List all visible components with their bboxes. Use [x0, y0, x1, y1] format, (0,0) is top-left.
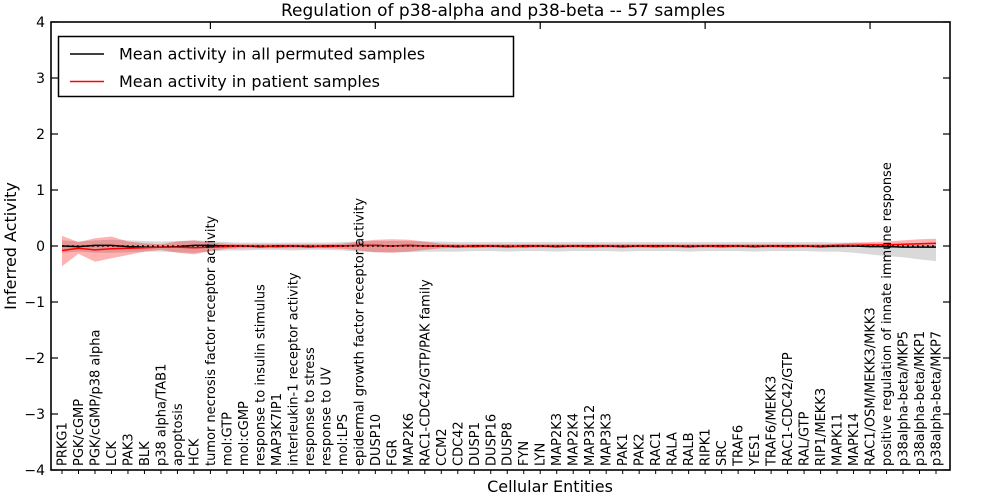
- y-tick-labels: 4 3 2 1 0 −1 −2 −3 −4: [24, 15, 45, 479]
- y-tick-label: 1: [36, 183, 45, 199]
- x-tick-label: MAP3K7IP1: [270, 393, 285, 466]
- legend: Mean activity in all permuted samples Me…: [57, 35, 515, 98]
- x-tick-label: p38alpha-beta/MKP5: [897, 331, 912, 466]
- legend-label-permuted: Mean activity in all permuted samples: [119, 45, 425, 64]
- x-tick-label: LCK: [105, 441, 120, 466]
- x-tick-label: epidermal growth factor receptor activit…: [352, 198, 367, 466]
- x-tick-label: RALA: [666, 432, 681, 466]
- x-tick-label: YES1: [748, 433, 763, 467]
- x-tick-label: mol:cGMP: [237, 401, 252, 466]
- x-tick-label: PAK1: [616, 433, 631, 466]
- x-tick-label: MAP3K3: [600, 413, 615, 466]
- x-tick-label: PAK2: [633, 433, 648, 466]
- x-tick-label: HCK: [187, 438, 202, 466]
- y-tick-label: −1: [24, 295, 45, 311]
- x-tick-label: MAP2K3: [550, 413, 565, 466]
- x-tick-label: DUSP16: [484, 414, 499, 466]
- x-tick-label: LYN: [534, 443, 549, 466]
- x-tick-label: RIPK1: [699, 428, 714, 466]
- line-series-1: [61, 242, 937, 252]
- x-tick-label: SRC: [715, 440, 730, 466]
- legend-box: [57, 35, 515, 98]
- x-tick-label: PGK/cGMP/p38 alpha: [88, 330, 103, 466]
- x-tick-label: mol:LPS: [336, 414, 351, 466]
- x-tick-label: response to stress: [303, 347, 318, 466]
- y-tick-label: −4: [24, 463, 45, 479]
- x-tick-label: interleukin-1 receptor activity: [286, 272, 301, 466]
- y-axis-label: Inferred Activity: [1, 182, 20, 310]
- x-tick-label: apoptosis: [171, 403, 186, 466]
- x-tick-label: response to UV: [319, 367, 334, 466]
- legend-label-patient: Mean activity in patient samples: [119, 72, 380, 91]
- plot-frame: [50, 21, 951, 471]
- y-tick-label: −2: [24, 351, 45, 367]
- x-tick-label: DUSP8: [501, 422, 516, 466]
- x-tick-label: p38 alpha/TAB1: [154, 364, 169, 466]
- x-tick-label: FGR: [385, 439, 400, 466]
- x-tick-label: response to insulin stimulus: [253, 284, 268, 466]
- x-tick-label: TRAF6/MEKK3: [765, 376, 780, 467]
- x-tick-label: RIP1/MEKK3: [814, 388, 829, 466]
- x-tick-label: mol:GTP: [220, 412, 235, 466]
- x-tick-label: positive regulation of innate immune res…: [880, 162, 895, 466]
- x-tick-label: MAPK11: [831, 413, 846, 466]
- band-series-0: [62, 239, 936, 262]
- x-tick-label: RAC1-CDC42/GTP/PAK family: [418, 279, 433, 466]
- series-lines: [61, 242, 937, 252]
- x-tick-label: RAC1-CDC42/GTP: [781, 352, 796, 466]
- y-tick-label: 3: [36, 71, 45, 87]
- x-tick-label: p38alpha-beta/MKP7: [930, 331, 945, 466]
- x-tick-label: PRKG1: [56, 422, 71, 466]
- x-tick-label: FYN: [517, 441, 532, 466]
- x-tick-label: tumor necrosis factor receptor activity: [204, 215, 219, 466]
- y-tick-label: −3: [24, 407, 45, 423]
- x-tick-label: DUSP10: [369, 414, 384, 466]
- x-tick-label: PGK/cGMP: [72, 399, 87, 466]
- x-tick-label: MAP2K6: [402, 413, 417, 466]
- x-tick-label: RALB: [682, 432, 697, 466]
- x-axis-label: Cellular Entities: [487, 477, 613, 496]
- x-tick-label: MAPK14: [847, 413, 862, 466]
- x-tick-labels: PRKG1 PGK/cGMP PGK/cGMP/p38 alpha LCK PAK3 BL…: [56, 162, 945, 467]
- x-tick-label: RAL/GTP: [798, 411, 813, 466]
- x-tick-label: RAC1: [649, 431, 664, 466]
- x-tick-label: DUSP1: [468, 422, 483, 466]
- x-tick-label: CDC42: [451, 421, 466, 466]
- x-tick-label: MAP2K4: [567, 413, 582, 466]
- confidence-bands: [62, 235, 936, 267]
- x-tick-label: RAC1/OSM/MEKK3/MKK3: [864, 307, 879, 466]
- x-tick-label: MAP3K12: [583, 405, 598, 466]
- x-tick-label: PAK3: [121, 433, 136, 466]
- x-tick-label: BLK: [138, 441, 153, 466]
- x-tick-label: TRAF6: [732, 425, 747, 467]
- y-tick-label: 4: [36, 15, 45, 31]
- y-tick-label: 0: [36, 239, 45, 255]
- x-tick-label: p38alpha-beta/MKP1: [913, 331, 928, 466]
- x-tick-label: CCM2: [435, 428, 450, 466]
- y-tick-label: 2: [36, 127, 45, 143]
- chart-title: Regulation of p38-alpha and p38-beta -- …: [281, 1, 725, 21]
